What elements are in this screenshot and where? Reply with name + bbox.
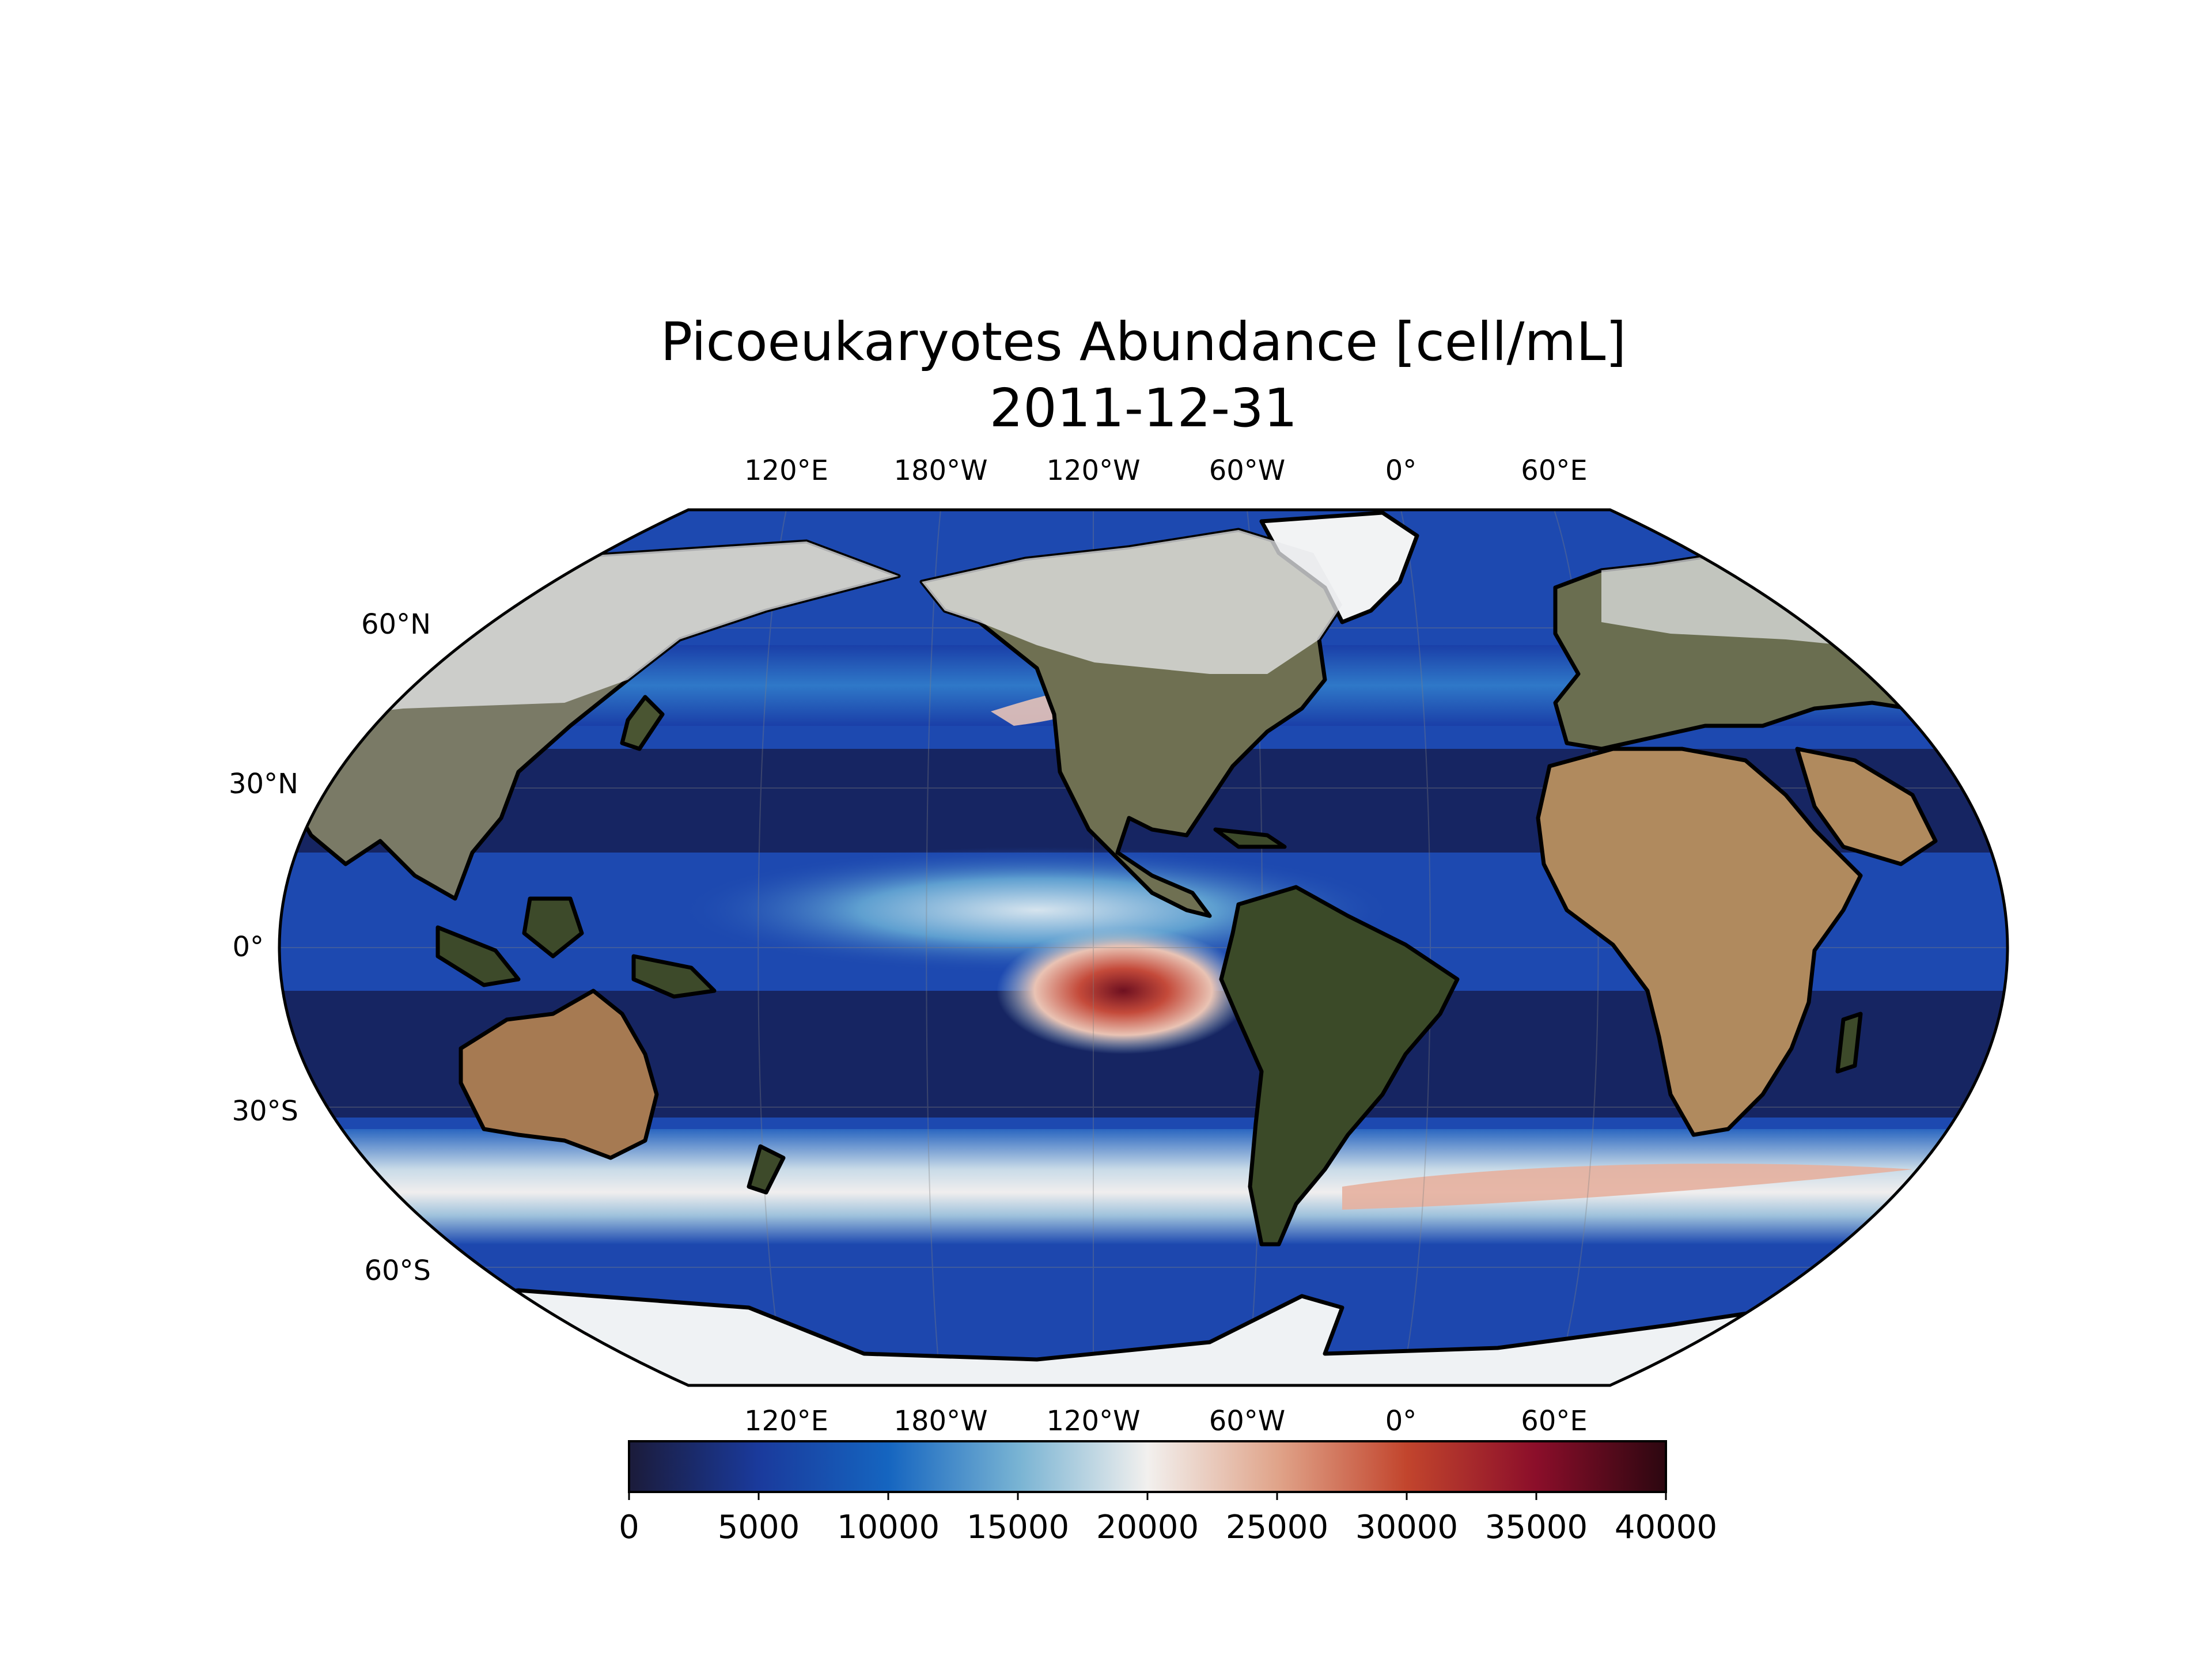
land-madagascar	[1835, 1012, 1863, 1074]
map-outline	[278, 508, 2009, 1387]
colorbar-tick-label: 30000	[1355, 1509, 1458, 1546]
land-new-zealand	[747, 1144, 786, 1195]
equatorial-band	[680, 847, 1394, 974]
lat-label: 60°N	[361, 608, 431, 641]
land-africa	[1536, 747, 1863, 1137]
lon-label-top: 60°W	[1209, 454, 1286, 487]
south-atlantic-hotspot	[1342, 1164, 1912, 1210]
land-indonesia	[435, 925, 521, 987]
equatorial-hotspot	[997, 927, 1250, 1054]
colorbar-tick-label: 40000	[1615, 1509, 1717, 1546]
land-antarctica	[279, 1288, 2008, 1385]
lon-label-bottom: 60°E	[1521, 1405, 1587, 1437]
snow-cover-na	[922, 530, 1342, 674]
south-band	[279, 1129, 2008, 1244]
colorbar-tick-label: 35000	[1485, 1509, 1588, 1546]
lon-label-top: 180°W	[893, 454, 987, 487]
lon-label-bottom: 120°E	[744, 1405, 828, 1437]
colorbar-tick-label: 25000	[1226, 1509, 1328, 1546]
lat-label: 60°S	[364, 1255, 431, 1287]
map-globe	[279, 510, 2008, 1385]
lon-label-top: 0°	[1385, 454, 1417, 487]
map-date: 2011-12-31	[990, 377, 1298, 439]
colorbar-tick-label: 20000	[1096, 1509, 1199, 1546]
lon-label-bottom: 120°W	[1046, 1405, 1140, 1437]
land-australia	[459, 988, 659, 1160]
colorbar-tick-label: 15000	[967, 1509, 1069, 1546]
land-borneo	[522, 896, 584, 959]
map-title: Picoeukaryotes Abundance [cell/mL]	[661, 311, 1627, 373]
land-arabia	[1795, 747, 1938, 866]
colorbar-tick-label: 10000	[837, 1509, 940, 1546]
lon-label-top: 120°W	[1046, 454, 1140, 487]
lat-label: 0°	[232, 931, 264, 963]
lon-label-bottom: 0°	[1385, 1405, 1417, 1437]
colorbar-tick-label: 5000	[718, 1509, 800, 1546]
lat-label: 30°N	[229, 768, 298, 800]
lon-label-top: 60°E	[1521, 454, 1587, 487]
land-cuba	[1213, 827, 1287, 849]
land-japan	[620, 695, 665, 751]
lat-labels: 60°N 30°N 0° 30°S 60°S	[229, 608, 431, 1287]
lon-label-bottom: 180°W	[893, 1405, 987, 1437]
colorbar-ticks: 0 5000 10000 15000 20000 25000 30000 35000 40000	[619, 1492, 1717, 1546]
lon-labels-top: 120°E 180°W 120°W 60°W 0° 60°E	[744, 454, 1588, 487]
colorbar-tick-label: 0	[619, 1509, 639, 1546]
lon-labels-bottom: 120°E 180°W 120°W 60°W 0° 60°E	[744, 1405, 1588, 1437]
land-new-guinea	[631, 954, 717, 999]
colorbar: 0 5000 10000 15000 20000 25000 30000 35000 40000	[619, 1440, 1717, 1546]
lon-label-bottom: 60°W	[1209, 1405, 1286, 1437]
colorbar-bar	[628, 1440, 1667, 1493]
land-south-america	[1219, 885, 1460, 1247]
lon-label-top: 120°E	[744, 454, 828, 487]
lat-label: 30°S	[232, 1095, 298, 1127]
